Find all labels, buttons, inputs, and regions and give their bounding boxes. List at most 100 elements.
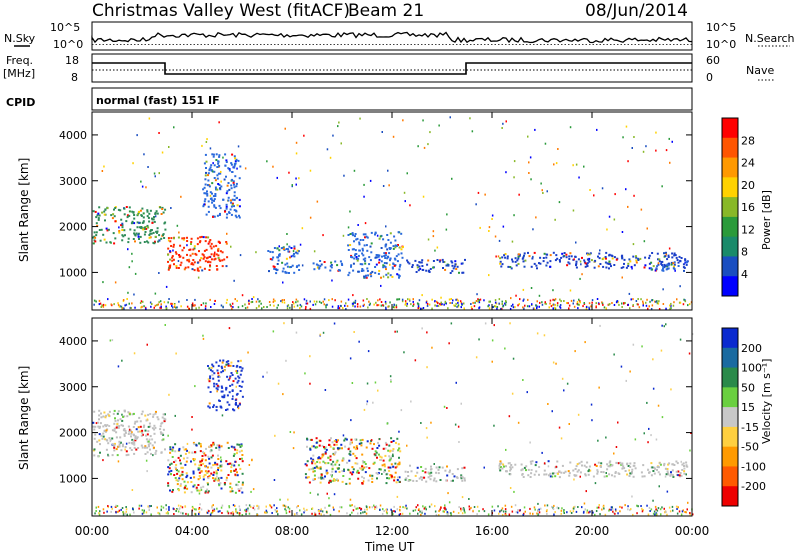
- range-cell: [535, 304, 537, 307]
- range-cell: [173, 513, 175, 515]
- range-cell: [122, 429, 125, 432]
- range-cell: [115, 431, 118, 434]
- range-cell: [685, 511, 687, 514]
- range-cell: [330, 264, 333, 266]
- range-cell: [615, 301, 618, 304]
- range-cell: [325, 306, 327, 309]
- range-cell: [139, 241, 142, 244]
- range-cell: [204, 240, 207, 243]
- range-cell: [427, 238, 430, 241]
- range-cell: [468, 508, 471, 511]
- range-cell: [168, 507, 170, 510]
- range-cell: [598, 252, 601, 255]
- range-cell: [659, 463, 662, 466]
- range-cell: [363, 466, 366, 469]
- range-cell: [131, 302, 133, 305]
- range-cell: [230, 205, 233, 208]
- range-cell: [209, 197, 212, 200]
- range-cell: [207, 490, 210, 493]
- range-cell: [221, 259, 224, 262]
- range-cell: [133, 214, 136, 216]
- range-cell: [666, 258, 669, 261]
- range-cell: [142, 216, 145, 219]
- range-cell: [381, 512, 384, 515]
- range-cell: [124, 304, 126, 307]
- range-cell: [105, 227, 108, 230]
- range-cell: [379, 235, 382, 238]
- range-cell: [219, 172, 222, 175]
- range-cell: [340, 300, 343, 303]
- range-cell: [654, 505, 657, 508]
- range-cell: [167, 484, 170, 487]
- range-cell: [318, 300, 321, 303]
- range-cell: [288, 272, 290, 274]
- range-cell: [555, 162, 558, 165]
- range-cell: [361, 453, 364, 456]
- range-cell: [204, 459, 207, 462]
- range-cell: [303, 511, 305, 514]
- range-cell: [363, 275, 366, 278]
- range-cell: [544, 302, 546, 305]
- range-cell: [385, 511, 388, 514]
- range-cell: [406, 444, 408, 447]
- range-cell: [102, 508, 105, 511]
- range-cell: [350, 265, 352, 268]
- range-cell: [438, 124, 440, 127]
- range-cell: [657, 466, 660, 469]
- range-cell: [382, 264, 385, 267]
- range-cell: [408, 298, 411, 301]
- range-cell: [358, 241, 361, 244]
- range-cell: [508, 462, 511, 465]
- range-cell: [225, 388, 228, 391]
- range-cell: [461, 479, 464, 482]
- range-cell: [206, 194, 209, 197]
- range-cell: [541, 189, 543, 192]
- range-cell: [644, 264, 647, 267]
- range-cell: [543, 462, 546, 465]
- range-cell: [348, 271, 351, 274]
- range-cell: [175, 467, 177, 470]
- range-cell: [426, 331, 428, 334]
- range-cell: [169, 463, 171, 466]
- range-cell: [501, 256, 504, 259]
- range-cell: [358, 507, 361, 509]
- range-cell: [295, 251, 298, 254]
- range-cell: [171, 306, 174, 309]
- range-cell: [186, 481, 189, 484]
- range-cell: [162, 211, 165, 214]
- range-cell: [677, 474, 680, 477]
- range-cell: [559, 304, 562, 306]
- range-cell: [225, 192, 228, 195]
- range-cell: [119, 436, 122, 439]
- range-cell: [382, 508, 384, 511]
- range-cell: [177, 510, 180, 513]
- range-cell: [632, 304, 634, 307]
- range-cell: [138, 416, 141, 419]
- range-cell: [536, 305, 538, 308]
- range-cell: [277, 304, 279, 307]
- range-cell: [220, 390, 223, 393]
- range-cell: [133, 217, 136, 220]
- range-cell: [530, 287, 533, 289]
- range-cell: [377, 272, 380, 275]
- range-cell: [93, 299, 96, 302]
- range-cell: [510, 305, 513, 307]
- range-cell: [385, 306, 387, 309]
- range-cell: [351, 511, 353, 514]
- range-cell: [459, 300, 462, 303]
- range-cell: [384, 441, 387, 444]
- range-cell: [168, 298, 170, 300]
- range-cell: [529, 476, 532, 478]
- range-cell: [210, 258, 213, 261]
- range-cell: [289, 431, 292, 433]
- range-cell: [203, 192, 206, 195]
- range-cell: [99, 239, 102, 242]
- range-cell: [143, 153, 145, 156]
- range-cell: [602, 471, 605, 474]
- range-cell: [217, 375, 220, 378]
- range-cell: [355, 507, 358, 510]
- range-cell: [154, 292, 157, 295]
- range-cell: [248, 504, 251, 507]
- range-cell: [318, 461, 321, 464]
